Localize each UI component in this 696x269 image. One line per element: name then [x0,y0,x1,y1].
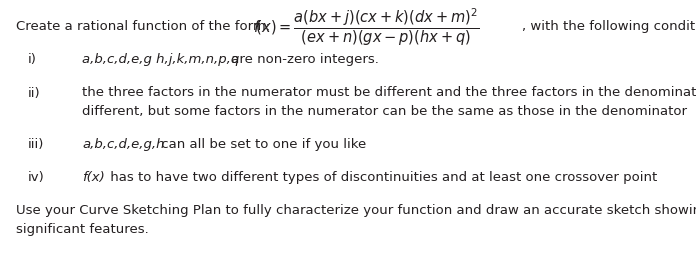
Text: i): i) [28,54,37,66]
Text: the three factors in the numerator must be different and the three factors in th: the three factors in the numerator must … [82,87,696,100]
Text: , with the following conditions: , with the following conditions [522,20,696,34]
Text: Use your Curve Sketching Plan to fully characterize your function and draw an ac: Use your Curve Sketching Plan to fully c… [16,204,696,217]
Text: $f\!\left(x\right) = \dfrac{a(bx+j)(cx+k)(dx+m)^2}{(ex+n)(gx-p)(hx+q)}$: $f\!\left(x\right) = \dfrac{a(bx+j)(cx+k… [253,6,480,48]
Text: significant features.: significant features. [16,222,149,235]
Text: can all be set to one if you like: can all be set to one if you like [157,138,367,151]
Text: a,b,c,d,e,g,h: a,b,c,d,e,g,h [82,138,164,151]
Text: has to have two different types of discontinuities and at least one crossover po: has to have two different types of disco… [106,171,658,184]
Text: iii): iii) [28,138,45,151]
Text: Create a rational function of the form:: Create a rational function of the form: [16,20,274,34]
Text: f(x): f(x) [82,171,105,184]
Text: are non-zero integers.: are non-zero integers. [227,54,379,66]
Text: iv): iv) [28,171,45,184]
Text: a,b,c,d,e,g h,j,k,m,n,p,q: a,b,c,d,e,g h,j,k,m,n,p,q [82,54,239,66]
Text: different, but some factors in the numerator can be the same as those in the den: different, but some factors in the numer… [82,105,687,118]
Text: ii): ii) [28,87,40,100]
